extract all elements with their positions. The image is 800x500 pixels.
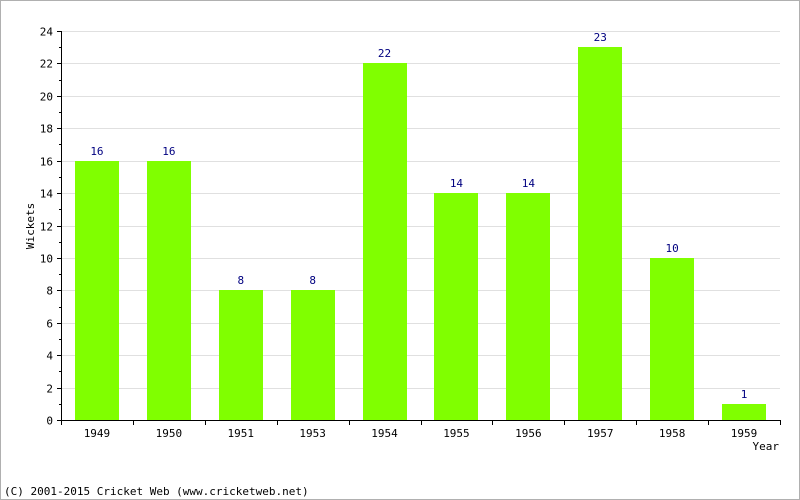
bar-value-label: 1 (741, 388, 748, 401)
x-tick-label: 1959 (731, 427, 758, 440)
x-tick-label: 1956 (515, 427, 542, 440)
bar (650, 258, 694, 420)
copyright-footer: (C) 2001-2015 Cricket Web (www.cricketwe… (4, 485, 309, 498)
bar (147, 161, 191, 420)
y-tick-label: 14 (40, 188, 54, 201)
y-tick-label: 0 (46, 415, 53, 428)
y-tick-label: 10 (40, 253, 53, 266)
x-tick-label: 1958 (659, 427, 686, 440)
y-axis-label: Wickets (24, 203, 37, 249)
bar-value-label: 16 (90, 145, 103, 158)
x-tick-label: 1950 (156, 427, 183, 440)
y-tick-label: 22 (40, 58, 53, 71)
bar (506, 193, 550, 420)
bar-value-label: 14 (522, 177, 536, 190)
bar (434, 193, 478, 420)
bar-value-label: 16 (162, 145, 175, 158)
bar-value-label: 10 (666, 242, 679, 255)
y-tick-label: 6 (46, 318, 53, 331)
bar (578, 47, 622, 420)
x-tick-label: 1957 (587, 427, 614, 440)
bar (291, 290, 335, 420)
bar-value-label: 8 (237, 274, 244, 287)
y-tick-label: 2 (46, 383, 53, 396)
bar-value-label: 22 (378, 47, 391, 60)
bar-value-label: 14 (450, 177, 464, 190)
axes (61, 31, 780, 421)
y-tick-label: 24 (40, 26, 54, 39)
data-labels: 16 16 8 8 22 14 14 23 10 1 (90, 31, 747, 401)
x-axis-label: Year (753, 440, 780, 453)
y-tick-label: 20 (40, 91, 53, 104)
bar (363, 63, 407, 420)
bars (75, 47, 766, 420)
bar (75, 161, 119, 420)
x-tick-label: 1955 (443, 427, 470, 440)
bar (722, 404, 766, 420)
y-tick-label: 4 (46, 350, 53, 363)
bar (219, 290, 263, 420)
y-tick-label: 8 (46, 285, 53, 298)
bar-value-label: 23 (594, 31, 607, 44)
y-tick-label: 12 (40, 221, 53, 234)
y-tick-label: 18 (40, 123, 53, 136)
x-tick-label: 1953 (299, 427, 326, 440)
x-tick-label: 1949 (84, 427, 111, 440)
bar-value-label: 8 (309, 274, 316, 287)
x-tick-label: 1954 (371, 427, 398, 440)
x-axis-ticks: 1949 1950 1951 1953 1954 1955 1956 1957 1958 1959 (61, 420, 781, 440)
x-tick-label: 1951 (228, 427, 255, 440)
y-tick-label: 16 (40, 156, 53, 169)
